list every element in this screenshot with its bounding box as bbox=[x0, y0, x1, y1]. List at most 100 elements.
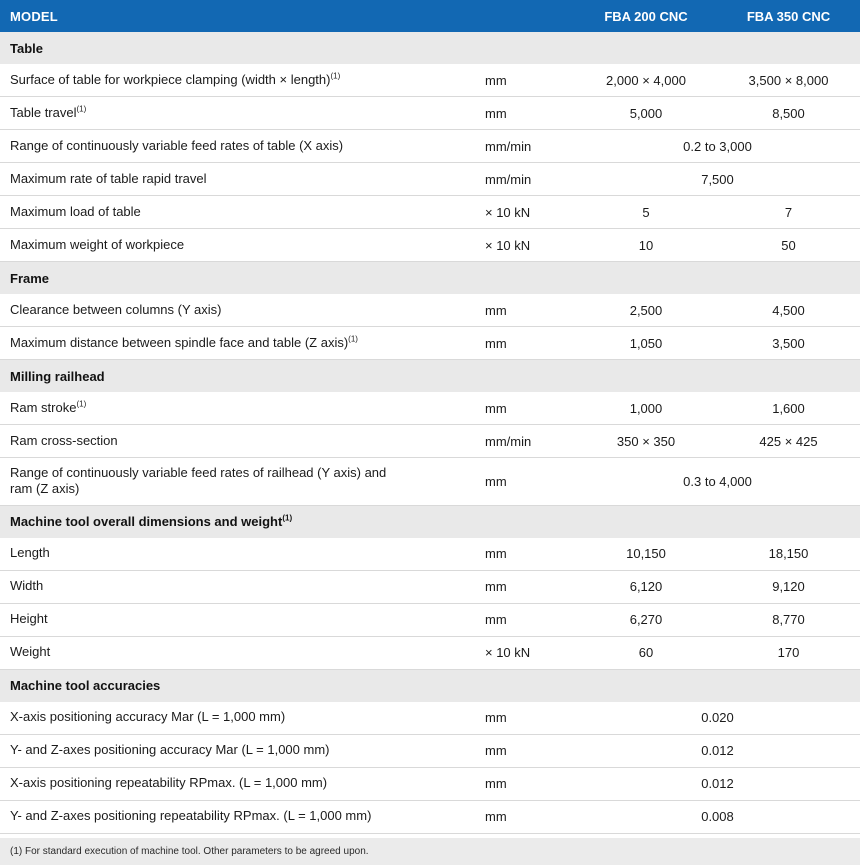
footnote-marker: (1) bbox=[348, 334, 358, 344]
param-label: Maximum distance between spindle face an… bbox=[10, 334, 358, 350]
value-span: 0.020 bbox=[701, 710, 734, 725]
value-fba-350: 8,500 bbox=[772, 105, 805, 121]
footnote-bar: (1) For standard execution of machine to… bbox=[0, 837, 860, 865]
footnote-marker: (1) bbox=[282, 513, 293, 523]
spec-row: Table travel(1) mm 5,000 8,500 bbox=[0, 97, 860, 130]
value-fba-200: 1,050 bbox=[629, 335, 663, 351]
spec-row: Range of continuously variable feed rate… bbox=[0, 130, 860, 163]
column-header-fba-200-cnc: FBA 200 CNC bbox=[604, 8, 688, 24]
section-label: Milling railhead bbox=[10, 368, 105, 384]
section-row: Frame bbox=[0, 262, 860, 294]
unit-label: × 10 kN bbox=[485, 204, 531, 220]
value-fba-200: 6,120 bbox=[629, 579, 663, 594]
param-label: Range of continuously variable feed rate… bbox=[10, 137, 344, 153]
unit-label: mm bbox=[485, 105, 507, 121]
value-fba-350: 3,500 bbox=[772, 335, 805, 351]
unit-label: mm/min bbox=[485, 433, 532, 449]
section-row: Table bbox=[0, 32, 860, 64]
section-label: Machine tool overall dimensions and weig… bbox=[10, 513, 293, 529]
unit-label: mm bbox=[485, 72, 507, 88]
value-fba-200: 350 × 350 bbox=[616, 433, 676, 449]
value-fba-200: 5,000 bbox=[629, 105, 663, 121]
param-label: Maximum weight of workpiece bbox=[10, 236, 185, 252]
value-fba-200: 10,150 bbox=[626, 546, 666, 561]
param-label: Y- and Z-axes positioning repeatability … bbox=[10, 808, 372, 824]
column-header-fba-350-cnc: FBA 350 CNC bbox=[746, 8, 831, 24]
value-span: 0.012 bbox=[701, 743, 734, 758]
param-label: X-axis positioning accuracy Mar (L = 1,0… bbox=[10, 709, 286, 725]
unit-label: mm bbox=[485, 612, 507, 627]
value-fba-350: 9,120 bbox=[772, 579, 805, 594]
value-fba-350: 4,500 bbox=[772, 302, 805, 318]
footnote-marker: (1) bbox=[76, 399, 87, 409]
param-label: Clearance between columns (Y axis) bbox=[10, 301, 222, 317]
spec-row: X-axis positioning accuracy Mar (L = 1,0… bbox=[0, 701, 860, 735]
unit-label: mm/min bbox=[485, 138, 532, 154]
value-fba-200: 2,500 bbox=[629, 302, 663, 318]
spec-row: X-axis positioning repeatability RPmax. … bbox=[0, 767, 860, 801]
unit-label: mm bbox=[485, 579, 507, 594]
spec-row: Maximum rate of table rapid travel mm/min… bbox=[0, 163, 860, 196]
param-label: Y- and Z-axes positioning accuracy Mar (… bbox=[10, 742, 330, 758]
unit-label: mm bbox=[485, 809, 507, 824]
param-label: Ram cross-section bbox=[10, 432, 118, 448]
footnote-text: (1) For standard execution of machine to… bbox=[10, 845, 369, 857]
unit-label: mm bbox=[485, 302, 507, 318]
param-label: Table travel(1) bbox=[10, 104, 87, 120]
value-span: 7,500 bbox=[701, 171, 734, 187]
spec-row: Length mm 10,150 18,150 bbox=[0, 537, 860, 571]
footnote-marker: (1) bbox=[330, 71, 341, 81]
value-span: 0.2 to 3,000 bbox=[683, 138, 752, 154]
section-row: Milling railhead bbox=[0, 360, 860, 392]
unit-label: mm bbox=[485, 546, 507, 561]
unit-label: mm bbox=[485, 743, 507, 758]
unit-label: × 10 kN bbox=[485, 645, 531, 660]
param-label: Range of continuously variable feed rate… bbox=[10, 465, 387, 497]
param-label: Height bbox=[10, 611, 48, 627]
model-header: MODEL bbox=[10, 8, 58, 24]
value-fba-350: 7 bbox=[784, 204, 793, 220]
spec-row: Range of continuously variable feed rate… bbox=[0, 458, 860, 506]
unit-label: mm bbox=[485, 473, 507, 489]
value-fba-200: 60 bbox=[638, 645, 654, 660]
unit-label: mm bbox=[485, 335, 507, 351]
spec-row: Y- and Z-axes positioning repeatability … bbox=[0, 800, 860, 834]
value-fba-350: 3,500 × 8,000 bbox=[748, 72, 829, 88]
spec-row: Weight × 10 kN 60 170 bbox=[0, 636, 860, 670]
param-label: Maximum rate of table rapid travel bbox=[10, 170, 207, 186]
value-fba-350: 50 bbox=[781, 237, 796, 253]
value-fba-350: 425 × 425 bbox=[759, 433, 818, 449]
value-fba-200: 1,000 bbox=[629, 400, 663, 416]
param-label: Length bbox=[10, 545, 50, 561]
section-row: Machine tool accuracies bbox=[0, 669, 860, 702]
value-fba-350: 18,150 bbox=[768, 546, 809, 561]
spec-row: Surface of table for workpiece clamping … bbox=[0, 64, 860, 97]
unit-label: mm bbox=[485, 776, 507, 791]
spec-row: Maximum load of table × 10 kN 5 7 bbox=[0, 196, 860, 229]
value-fba-200: 10 bbox=[638, 237, 654, 253]
footnote-marker: (1) bbox=[76, 104, 87, 114]
param-label: Surface of table for workpiece clamping … bbox=[10, 71, 341, 87]
spec-row: Ram cross-section mm/min 350 × 350 425 × 42… bbox=[0, 425, 860, 458]
spec-row: Maximum distance between spindle face an… bbox=[0, 327, 860, 360]
table-header-row: MODEL FBA 200 CNC FBA 350 CNC bbox=[0, 0, 860, 32]
value-fba-350: 8,770 bbox=[772, 612, 805, 627]
value-span: 0.008 bbox=[701, 809, 734, 824]
value-fba-350: 1,600 bbox=[772, 400, 805, 416]
param-label: Ram stroke(1) bbox=[10, 399, 87, 415]
unit-label: mm bbox=[485, 400, 507, 416]
unit-label: × 10 kN bbox=[485, 237, 531, 253]
spec-row: Width mm 6,120 9,120 bbox=[0, 570, 860, 604]
section-row: Machine tool overall dimensions and weig… bbox=[0, 505, 860, 538]
spec-row: Ram stroke(1) mm 1,000 1,600 bbox=[0, 392, 860, 425]
spec-row: Height mm 6,270 8,770 bbox=[0, 603, 860, 637]
unit-label: mm/min bbox=[485, 171, 532, 187]
spec-row: Maximum weight of workpiece × 10 kN 10 50 bbox=[0, 229, 860, 262]
value-fba-350: 170 bbox=[777, 645, 800, 660]
spec-row: Y- and Z-axes positioning accuracy Mar (… bbox=[0, 734, 860, 768]
unit-label: mm bbox=[485, 710, 507, 725]
value-fba-200: 5 bbox=[642, 204, 650, 220]
value-span: 0.3 to 4,000 bbox=[683, 473, 752, 489]
value-fba-200: 6,270 bbox=[629, 612, 663, 627]
